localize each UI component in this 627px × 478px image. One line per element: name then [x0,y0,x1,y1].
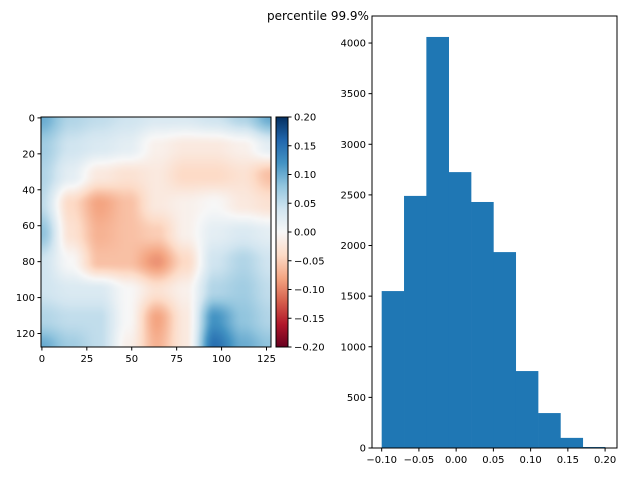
histogram-bar [381,291,405,448]
histogram-frame [371,15,618,449]
heatmap-xtick-label: 25 [80,354,93,365]
heatmap-ytick-label: 20 [22,149,35,160]
heatmap-ytick-label: 100 [16,293,35,304]
colorbar: −0.20 −0.15 −0.10 −0.05 0.00 0.05 0.10 0.15 0.20 [275,113,325,354]
histogram-xtick-label: −0.10 [366,455,397,466]
histogram-bar [538,413,561,448]
histogram-xtick-label: −0.05 [404,455,435,466]
histogram-ytick-label: 2000 [341,241,366,252]
heatmap-frame [40,116,272,348]
colorbar-tick-label: 0.00 [294,228,316,239]
heatmap-xtick-label: 100 [212,354,231,365]
histogram-ytick-label: 4000 [341,39,366,50]
heatmap-ytick-label: 120 [16,329,35,340]
histogram-bar [426,36,450,448]
histogram-xtick-label: 0.00 [445,455,467,466]
histogram-ytick-label: 1000 [341,342,366,353]
figure-title: percentile 99.9% [267,9,369,23]
histogram-xtick-label: 0.15 [557,455,579,466]
heatmap-ytick-label: 40 [22,185,35,196]
heatmap-ytick-label: 60 [22,221,35,232]
heatmap-axes: 0 25 50 75 100 125 0 20 40 60 80 100 120 [16,113,276,365]
colorbar-tick-label: −0.15 [294,314,325,325]
colorbar-tick-label: 0.10 [294,170,316,181]
colorbar-tick-label: 0.05 [294,199,316,210]
histogram-xtick-label: 0.10 [519,455,541,466]
histogram-bar [560,437,584,448]
colorbar-gradient [275,116,289,348]
histogram-ytick-label: 500 [347,393,366,404]
heatmap-ytick-label: 0 [29,113,35,124]
heatmap-xtick-label: 125 [257,354,276,365]
colorbar-tick-label: −0.10 [294,285,325,296]
heatmap-xtick-label: 75 [170,354,183,365]
colorbar-tick-label: 0.20 [294,113,316,124]
histogram-axes: −0.10 −0.05 0.00 0.05 0.10 0.15 0.20 0 500 1000 15… [341,15,618,466]
heatmap-image [41,117,271,347]
histogram-bar [404,195,427,448]
colorbar-tick-label: 0.15 [294,141,316,152]
colorbar-tick-label: −0.20 [294,343,325,354]
histogram-bar [471,201,494,448]
heatmap-ytick-label: 80 [22,257,35,268]
histogram-xtick-label: 0.20 [594,455,616,466]
histogram-ytick-label: 3000 [341,140,366,151]
histogram-bar [493,252,517,448]
histogram-ytick-label: 0 [360,444,366,455]
heatmap-xtick-label: 50 [125,354,138,365]
histogram-ytick-label: 1500 [341,292,366,303]
histogram-ytick-label: 2500 [341,190,366,201]
histogram-bar [515,371,539,448]
histogram-xtick-label: 0.05 [482,455,504,466]
histogram-bar [448,172,472,449]
colorbar-tick-label: −0.05 [294,256,325,267]
histogram-ytick-label: 3500 [341,89,366,100]
heatmap-xtick-label: 0 [39,354,45,365]
histogram-bar [582,446,606,448]
